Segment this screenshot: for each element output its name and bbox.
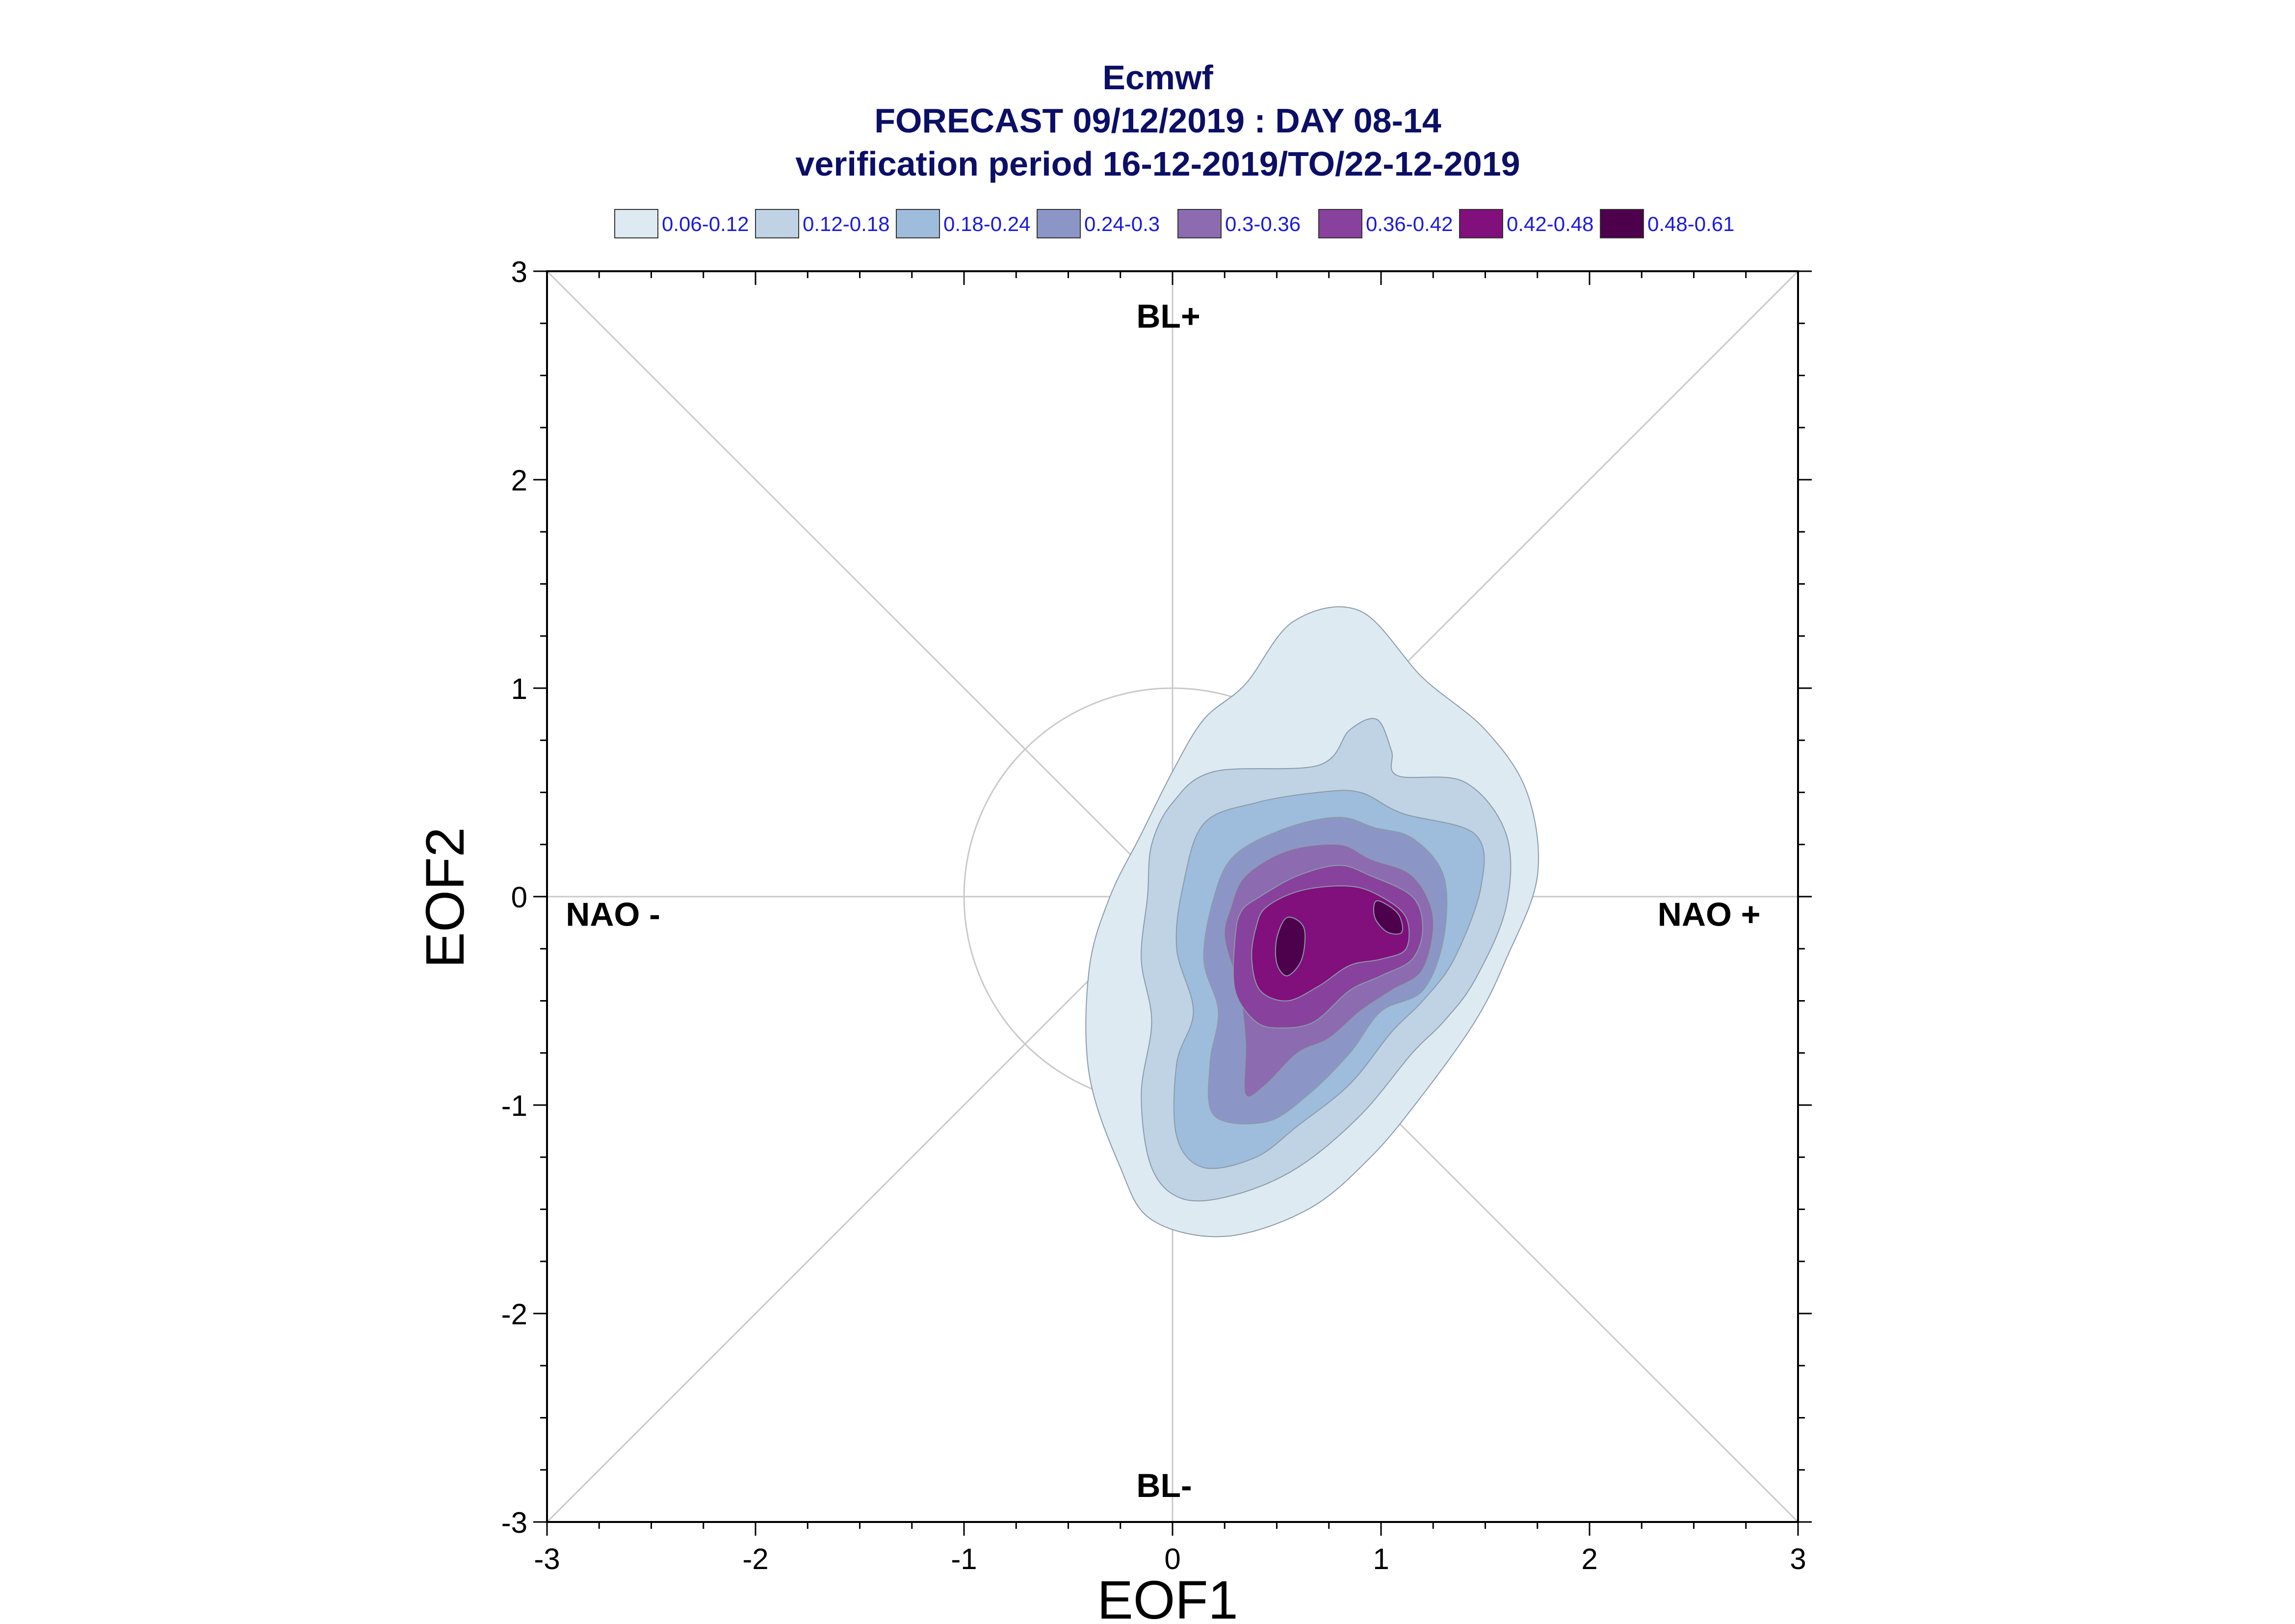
contour-level-8 xyxy=(1373,900,1403,935)
y-tick-label: 3 xyxy=(511,256,527,288)
axis-ticks: -3 -2 -1 0 1 2 3 -3 -2 -1 0 1 2 3 xyxy=(501,256,1812,1575)
legend-label: 0.42-0.48 xyxy=(1507,212,1593,235)
legend: 0.06-0.12 0.12-0.18 0.18-0.24 0.24-0.3 0.3-0… xyxy=(614,209,1734,238)
x-tick-label: 3 xyxy=(1790,1543,1806,1575)
legend-swatch xyxy=(1177,209,1222,238)
chart-title: Ecmwf xyxy=(1102,58,1213,97)
legend-swatch xyxy=(614,209,658,238)
chart-subtitle-verification: verification period 16-12-2019/TO/22-12-… xyxy=(795,145,1520,183)
y-tick-label: -3 xyxy=(501,1506,527,1539)
legend-label: 0.48-0.61 xyxy=(1647,212,1734,235)
regime-label-nao-minus: NAO - xyxy=(566,896,660,933)
x-axis-title: EOF1 xyxy=(1097,1570,1238,1624)
legend-swatch xyxy=(1318,209,1362,238)
regime-label-bl-plus: BL+ xyxy=(1136,298,1200,335)
regime-label-bl-minus: BL- xyxy=(1136,1467,1192,1504)
x-tick-label: 0 xyxy=(1164,1543,1180,1575)
legend-swatch xyxy=(1459,209,1503,238)
y-tick-label: -1 xyxy=(501,1089,527,1122)
legend-swatch xyxy=(896,209,940,238)
x-tick-label: 1 xyxy=(1373,1543,1389,1575)
y-tick-label: 2 xyxy=(511,464,527,497)
legend-swatch xyxy=(1600,209,1644,238)
legend-label: 0.36-0.42 xyxy=(1366,212,1453,235)
y-tick-label: 1 xyxy=(511,672,527,705)
x-tick-label: -3 xyxy=(534,1543,560,1575)
regime-label-nao-plus: NAO + xyxy=(1658,896,1761,933)
x-tick-label: 2 xyxy=(1581,1543,1597,1575)
y-axis-title: EOF2 xyxy=(415,827,475,968)
y-tick-label: 0 xyxy=(511,881,527,914)
legend-label: 0.12-0.18 xyxy=(803,212,889,235)
legend-label: 0.3-0.36 xyxy=(1225,212,1301,235)
contour-level-8 xyxy=(1275,916,1306,977)
x-tick-label: -2 xyxy=(742,1543,768,1575)
y-tick-label: -2 xyxy=(501,1298,527,1331)
plot-area: -3 -2 -1 0 1 2 3 -3 -2 -1 0 1 2 3 BL+ BL- NAO - NAO + xyxy=(501,256,1812,1575)
legend-swatch xyxy=(755,209,799,238)
x-tick-label: -1 xyxy=(951,1543,977,1575)
legend-label: 0.18-0.24 xyxy=(943,212,1030,235)
chart-subtitle-forecast: FORECAST 09/12/2019 : DAY 08-14 xyxy=(874,102,1441,140)
legend-swatch xyxy=(1037,209,1081,238)
legend-label: 0.24-0.3 xyxy=(1084,212,1160,235)
legend-label: 0.06-0.12 xyxy=(662,212,749,235)
density-contours xyxy=(1085,606,1539,1237)
regime-labels: BL+ BL- NAO - NAO + xyxy=(566,298,1760,1504)
